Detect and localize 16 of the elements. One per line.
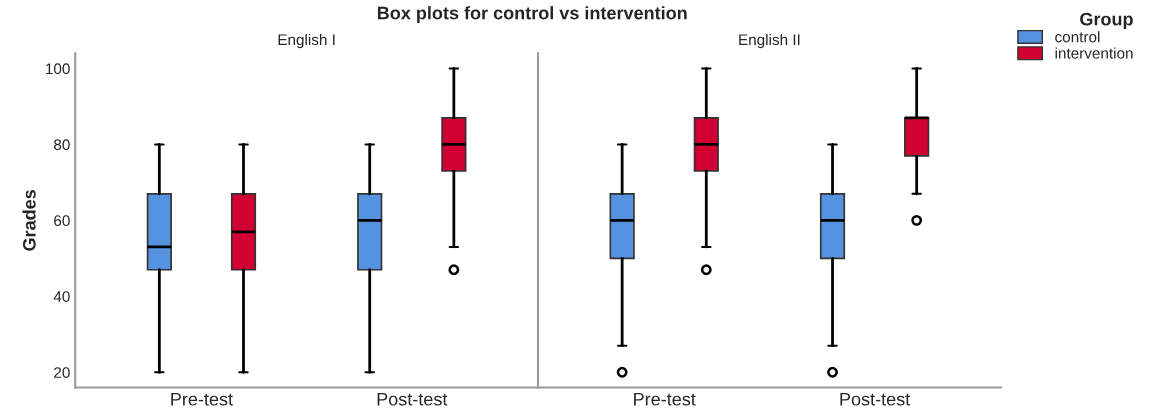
y-tick-label: 80 (54, 139, 70, 151)
x-tick-label: Post-test (840, 392, 911, 406)
y-axis-title: Grades (22, 190, 36, 251)
x-tick-label: Pre-test (634, 392, 696, 406)
y-tick-label: 20 (54, 367, 70, 378)
legend-label: intervention (1055, 47, 1133, 59)
legend-label: control (1055, 31, 1100, 43)
y-tick-label: 60 (54, 215, 70, 227)
chart-subtitle: English II (739, 33, 800, 49)
x-tick-label: Pre-test (171, 392, 233, 406)
chart-title: Box plots for control vs intervention (377, 6, 687, 23)
y-tick-label: 100 (46, 63, 70, 75)
y-tick-label: 40 (53, 291, 70, 302)
legend-title: Group (1080, 12, 1133, 30)
chart-subtitle: English I (278, 33, 335, 49)
x-tick-label: Post-test (377, 392, 448, 406)
